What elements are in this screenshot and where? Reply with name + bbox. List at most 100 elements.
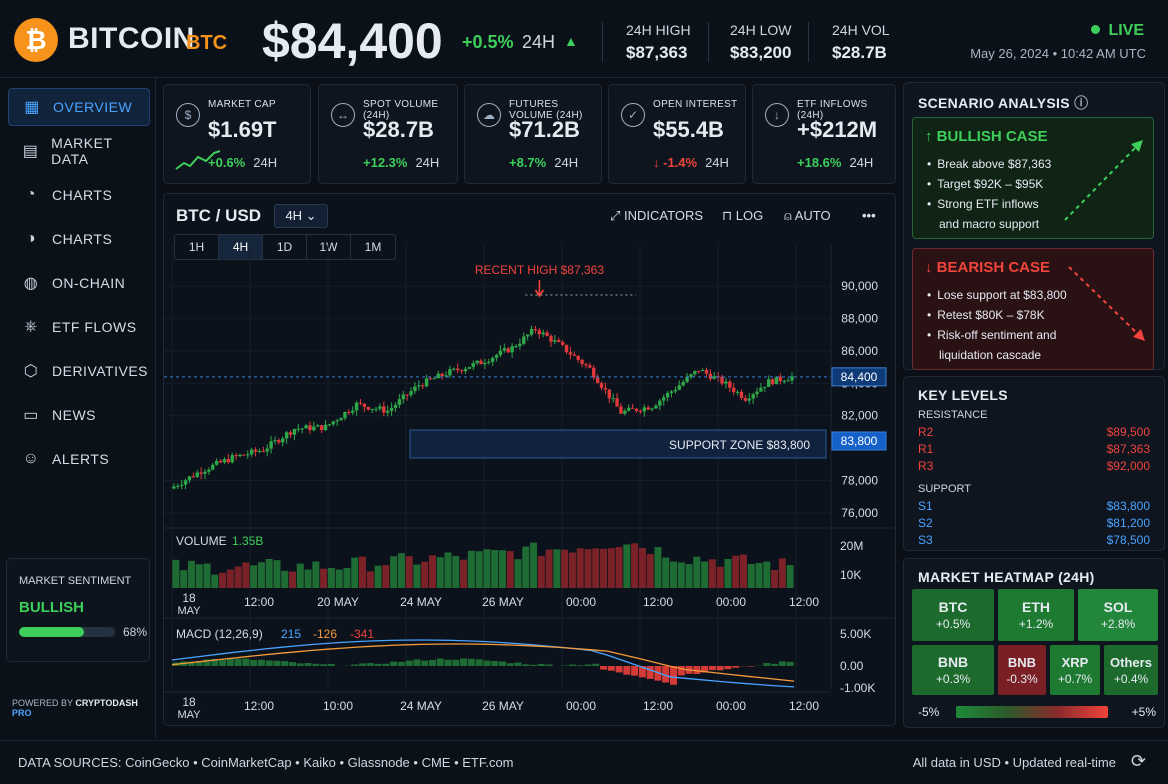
- candle: [444, 375, 448, 377]
- sidebar-item-charts[interactable]: ◔ CHARTS: [8, 176, 150, 214]
- volume-bar: [491, 549, 499, 588]
- volume-bar: [576, 548, 584, 588]
- volume-value: 1.35B: [232, 534, 263, 548]
- volume-bar: [273, 560, 281, 588]
- candle: [327, 424, 332, 426]
- x-tick: 26 MAY: [482, 595, 524, 609]
- candle: [665, 392, 670, 398]
- candle: [386, 410, 390, 413]
- candle: [634, 408, 639, 411]
- interval-dropdown[interactable]: 4H ⌄: [274, 204, 328, 228]
- timeframe-tab-4h[interactable]: 4H: [219, 235, 263, 259]
- macd-histogram-bar: [405, 660, 413, 666]
- candle: [335, 420, 339, 422]
- auto-label: AUTO: [794, 208, 831, 223]
- candle: [720, 376, 724, 384]
- candle: [323, 424, 328, 431]
- candle: [183, 480, 188, 485]
- sidebar-item-derivatives[interactable]: ⬡ DERIVATIVES: [8, 352, 150, 390]
- heatmap-tile-bnb[interactable]: BNB +0.3%: [912, 645, 994, 695]
- candle: [459, 370, 464, 372]
- candle: [378, 406, 382, 409]
- volume-bar: [390, 556, 398, 588]
- candle: [242, 454, 246, 456]
- macd-histogram-bar: [530, 664, 538, 666]
- macd-histogram-bar: [281, 661, 289, 666]
- candle: [300, 428, 304, 430]
- sidebar-item-overview[interactable]: ▦ OVERVIEW: [8, 88, 150, 126]
- arrows-icon: ↔: [331, 103, 355, 127]
- volume-bar: [771, 570, 779, 588]
- volume-label: VOLUME: [176, 534, 227, 548]
- sidebar-item-alerts[interactable]: ☺ ALERTS: [8, 440, 150, 478]
- candle: [498, 350, 503, 356]
- scale-max: +5%: [1131, 705, 1156, 719]
- volume-bar: [561, 549, 569, 588]
- heatmap-tile-eth[interactable]: ETH +1.2%: [998, 589, 1074, 641]
- auto-button[interactable]: ⍝ AUTO: [784, 208, 831, 224]
- heatmap-tile-sol[interactable]: SOL +2.8%: [1078, 589, 1158, 641]
- divider: [708, 22, 709, 62]
- metric-value: $28.7B: [363, 117, 434, 142]
- volume-bar: [739, 554, 747, 588]
- more-icon[interactable]: •••: [862, 208, 876, 223]
- macd-histogram-bar: [537, 663, 545, 666]
- timeframe-tab-1h[interactable]: 1H: [175, 235, 219, 259]
- candle: [642, 407, 646, 412]
- sidebar-item-etf-flows[interactable]: ⎈ ETF FLOWS: [8, 308, 150, 346]
- candle: [607, 389, 611, 399]
- candle: [343, 412, 347, 419]
- macd-histogram-bar: [522, 664, 530, 666]
- stat-24h-high: 24H HIGH $87,363: [626, 22, 691, 63]
- candle: [331, 421, 335, 425]
- dollar-icon: $: [176, 103, 200, 127]
- heatmap-tile-btc[interactable]: BTC +0.5%: [912, 589, 994, 641]
- tile-change: +2.8%: [1100, 617, 1136, 631]
- refresh-icon[interactable]: ⟳: [1130, 751, 1146, 771]
- metric-card-etf-inflows-24h: ↓ ETF INFLOWS (24H) +$212M +18.6% 24H: [752, 84, 896, 184]
- volume-bar: [320, 568, 328, 588]
- candle: [708, 373, 713, 379]
- timeframe-tab-1d[interactable]: 1D: [263, 235, 307, 259]
- indicators-button[interactable]: ⤢ INDICATORS: [610, 208, 703, 224]
- log-label: LOG: [735, 208, 764, 223]
- metric-change: +18.6% 24H: [797, 155, 873, 170]
- candle: [549, 336, 553, 342]
- heatmap-tile-xrp[interactable]: XRP +0.7%: [1050, 645, 1100, 695]
- heatmap-scale-bar: [956, 706, 1108, 718]
- macd-histogram-bar: [701, 666, 709, 673]
- log-button[interactable]: ⊓ LOG: [722, 208, 763, 224]
- sidebar-item-news[interactable]: ▭ NEWS: [8, 396, 150, 434]
- candle: [440, 373, 444, 376]
- heatmap-tile-others[interactable]: Others +0.4%: [1104, 645, 1158, 695]
- volume-bar: [530, 542, 538, 588]
- shield-icon: ⬡: [23, 363, 39, 380]
- tile-change: +0.5%: [935, 617, 971, 631]
- sidebar-item-market-data[interactable]: ▤ MARKET DATA: [8, 132, 150, 170]
- macd-value: -126: [313, 627, 337, 641]
- candle: [191, 476, 196, 478]
- support-price-tag-text: 83,800: [841, 434, 878, 448]
- sidebar-item-charts[interactable]: ◑ CHARTS: [8, 220, 150, 258]
- candle: [475, 360, 479, 364]
- candle: [747, 398, 751, 401]
- volume-bar: [506, 551, 514, 588]
- timeframe-tab-1m[interactable]: 1M: [364, 240, 382, 254]
- sidebar-item-on-chain[interactable]: ◍ ON-CHAIN: [8, 264, 150, 302]
- sentiment-title: MARKET SENTIMENT: [19, 575, 132, 587]
- candle: [432, 378, 437, 380]
- candle: [424, 378, 429, 387]
- macd-histogram-bar: [265, 660, 273, 666]
- macd-histogram-bar: [359, 663, 366, 666]
- volume-bar: [327, 567, 335, 588]
- x-tick: 10:00: [323, 699, 353, 713]
- x-tick: 12:00: [789, 595, 819, 609]
- divider: [602, 22, 603, 62]
- support-name: S1: [918, 499, 933, 513]
- candle: [681, 381, 685, 386]
- candle: [203, 471, 207, 474]
- pie-chart-icon: ◑: [25, 230, 37, 247]
- heatmap-tile-bnb[interactable]: BNB -0.3%: [998, 645, 1046, 695]
- info-icon[interactable]: ⓘ: [1074, 95, 1089, 111]
- volume-bar: [304, 569, 312, 588]
